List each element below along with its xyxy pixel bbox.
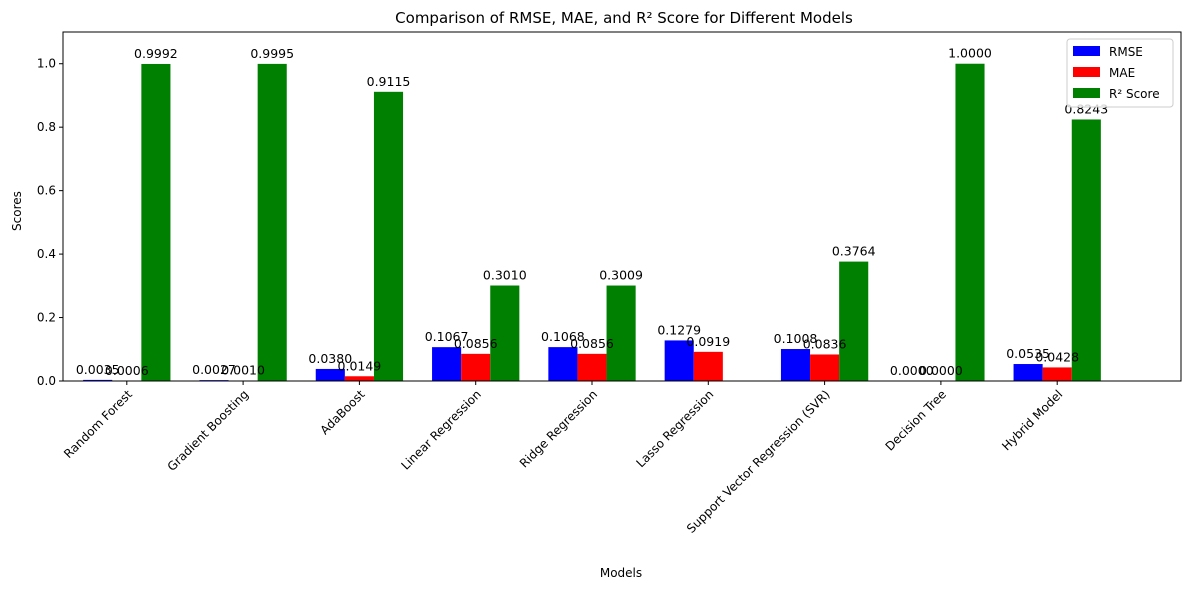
data-label: 1.0000 <box>948 46 992 61</box>
data-label: 0.0006 <box>105 363 149 378</box>
data-label: 0.9992 <box>134 46 178 61</box>
legend-label: MAE <box>1109 66 1135 80</box>
data-label: 0.0856 <box>570 336 614 351</box>
y-tick-label: 0.6 <box>37 184 56 198</box>
x-tick-label: Linear Regression <box>398 387 483 472</box>
data-label: 0.9995 <box>250 46 294 61</box>
data-label: 0.0000 <box>919 363 963 378</box>
data-label: 0.1008 <box>774 331 818 346</box>
x-tick-label: Random Forest <box>61 387 135 461</box>
data-label: 0.0010 <box>221 363 265 378</box>
bar-r-score-4 <box>606 285 636 381</box>
legend-swatch <box>1073 67 1100 77</box>
bar-rmse-2 <box>315 368 345 381</box>
data-label: 0.1279 <box>657 322 701 337</box>
bar-r-score-2 <box>373 91 404 381</box>
data-label: 0.0535 <box>1006 346 1050 361</box>
bar-rmse-3 <box>432 347 462 381</box>
data-label: 0.0836 <box>803 336 847 351</box>
x-tick-label: Ridge Regression <box>517 387 600 470</box>
bar-rmse-6 <box>780 349 811 381</box>
bar-r-score-1 <box>257 63 287 381</box>
x-tick-label: Decision Tree <box>883 387 949 453</box>
data-label: 0.3764 <box>832 244 876 259</box>
y-tick-label: 0.8 <box>37 120 56 134</box>
data-label: 0.3009 <box>599 268 643 283</box>
bar-mae-6 <box>810 354 840 381</box>
legend-swatch <box>1073 46 1100 56</box>
data-label: 0.0035 <box>76 362 120 377</box>
data-label: 0.0149 <box>338 358 382 373</box>
data-label: 0.0380 <box>308 351 352 366</box>
x-tick-label: Hybrid Model <box>999 387 1065 453</box>
x-tick-label: AdaBoost <box>317 387 367 437</box>
bar-rmse-4 <box>548 347 578 381</box>
data-label: 0.0919 <box>686 334 730 349</box>
x-tick-label: Gradient Boosting <box>165 387 252 474</box>
data-label: 0.1068 <box>541 329 585 344</box>
bar-r-score-7 <box>955 63 985 381</box>
data-label: 0.9115 <box>367 74 411 89</box>
bar-mae-3 <box>461 353 491 381</box>
bar-rmse-0 <box>83 379 113 381</box>
x-tick-label: Support Vector Regression (SVR) <box>684 387 833 536</box>
legend-swatch <box>1073 88 1100 98</box>
legend: RMSE MAE R² Score <box>1066 38 1174 108</box>
y-axis-label: Scores <box>10 191 24 231</box>
bar-r-score-6 <box>839 261 869 381</box>
plot-frame <box>62 31 1182 382</box>
data-label: 0.3010 <box>483 268 527 283</box>
data-label: 0.0000 <box>890 363 934 378</box>
plot-area: 0.0 0.2 0.4 0.6 0.8 1.0 Random Forest Gradient … <box>37 31 1182 536</box>
x-axis-label: Models <box>600 566 642 580</box>
data-label: 0.1067 <box>425 329 469 344</box>
bar-mae-2 <box>344 376 374 381</box>
bar-r-score-3 <box>490 285 520 381</box>
x-tick-label: Lasso Regression <box>633 387 716 470</box>
legend-label: R² Score <box>1109 87 1160 101</box>
bar-rmse-8 <box>1013 364 1043 381</box>
bar-r-score-0 <box>141 63 171 381</box>
bar-mae-8 <box>1042 367 1072 381</box>
chart-title: Comparison of RMSE, MAE, and R² Score fo… <box>395 9 853 27</box>
y-tick-label: 0.0 <box>37 374 56 388</box>
bar-mae-5 <box>693 351 723 381</box>
y-tick-label: 0.4 <box>37 247 56 261</box>
y-tick-label: 0.2 <box>37 311 56 325</box>
bar-mae-4 <box>577 353 607 381</box>
data-label: 0.0428 <box>1035 349 1079 364</box>
bar-r-score-8 <box>1071 119 1101 381</box>
legend-label: RMSE <box>1109 45 1143 59</box>
y-tick-label: 1.0 <box>37 57 56 71</box>
bar-rmse-5 <box>664 340 694 381</box>
data-label: 0.0856 <box>454 336 498 351</box>
data-label: 0.0027 <box>192 362 236 377</box>
